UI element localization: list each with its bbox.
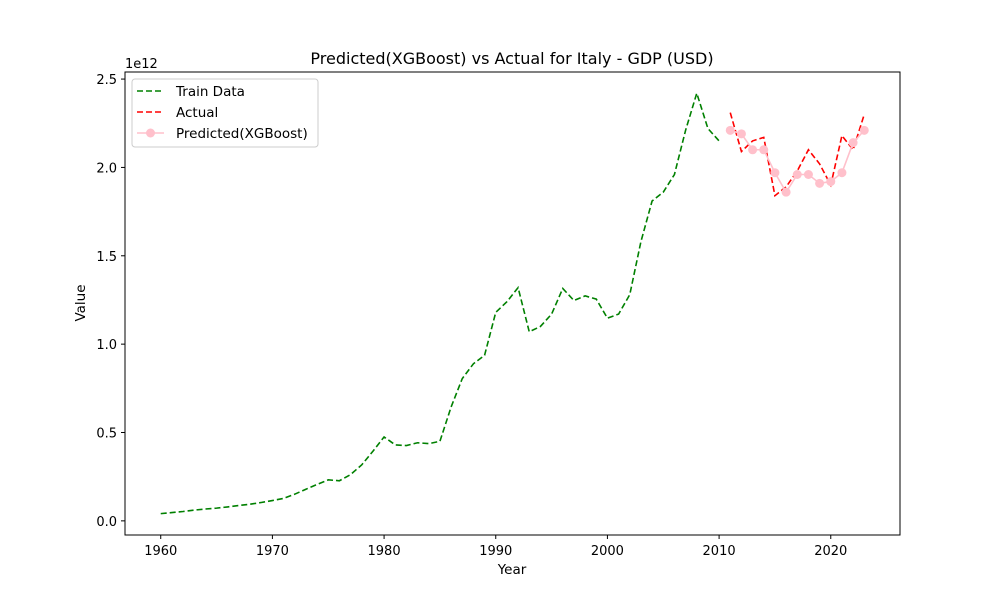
series-point xyxy=(770,168,780,178)
y-tick-label: 1.0 xyxy=(96,338,117,353)
series-point xyxy=(815,178,825,188)
y-tick-label: 0.0 xyxy=(96,515,117,530)
series-point xyxy=(759,145,769,155)
y-tick-label: 2.5 xyxy=(96,73,117,88)
x-tick-label: 2020 xyxy=(814,544,847,559)
x-tick-label: 1990 xyxy=(479,544,512,559)
chart-title: Predicted(XGBoost) vs Actual for Italy -… xyxy=(310,49,713,68)
series-point xyxy=(837,168,847,178)
x-axis-label: Year xyxy=(497,562,527,578)
legend: Train Data Actual Predicted(XGBoost) xyxy=(131,78,319,148)
y-axis-label: Value xyxy=(73,284,89,321)
series-point xyxy=(725,125,735,135)
x-tick-label: 2010 xyxy=(703,544,736,559)
series-point xyxy=(803,169,813,179)
series-point xyxy=(736,129,746,139)
x-tick-label: 1970 xyxy=(256,544,289,559)
x-tick-label: 1980 xyxy=(368,544,401,559)
legend-marker xyxy=(146,128,155,138)
y-tick-label: 1.5 xyxy=(96,250,117,265)
series-point xyxy=(748,145,758,155)
series-point xyxy=(826,177,836,187)
y-axis: 0.0 0.5 1.0 1.5 2.0 2.5 xyxy=(96,73,125,530)
plot-frame xyxy=(124,71,901,536)
y-scale-offset-label: 1e12 xyxy=(125,57,158,72)
x-tick-label: 2000 xyxy=(591,544,624,559)
legend-label: Predicted(XGBoost) xyxy=(176,126,308,142)
y-tick-label: 2.0 xyxy=(96,161,117,176)
plot-area xyxy=(160,90,869,515)
x-axis: 1960 1970 1980 1990 2000 2010 2020 xyxy=(144,535,847,559)
series-line-1 xyxy=(729,112,866,198)
series-point xyxy=(859,125,869,135)
legend-box xyxy=(131,78,319,148)
series-point xyxy=(848,138,858,148)
y-tick-label: 0.5 xyxy=(96,427,117,442)
legend-label: Actual xyxy=(176,105,218,121)
x-tick-label: 1960 xyxy=(144,544,177,559)
series-point xyxy=(792,169,802,179)
legend-label: Train Data xyxy=(175,84,245,100)
series-line-0 xyxy=(160,90,720,515)
series-point xyxy=(781,187,791,197)
